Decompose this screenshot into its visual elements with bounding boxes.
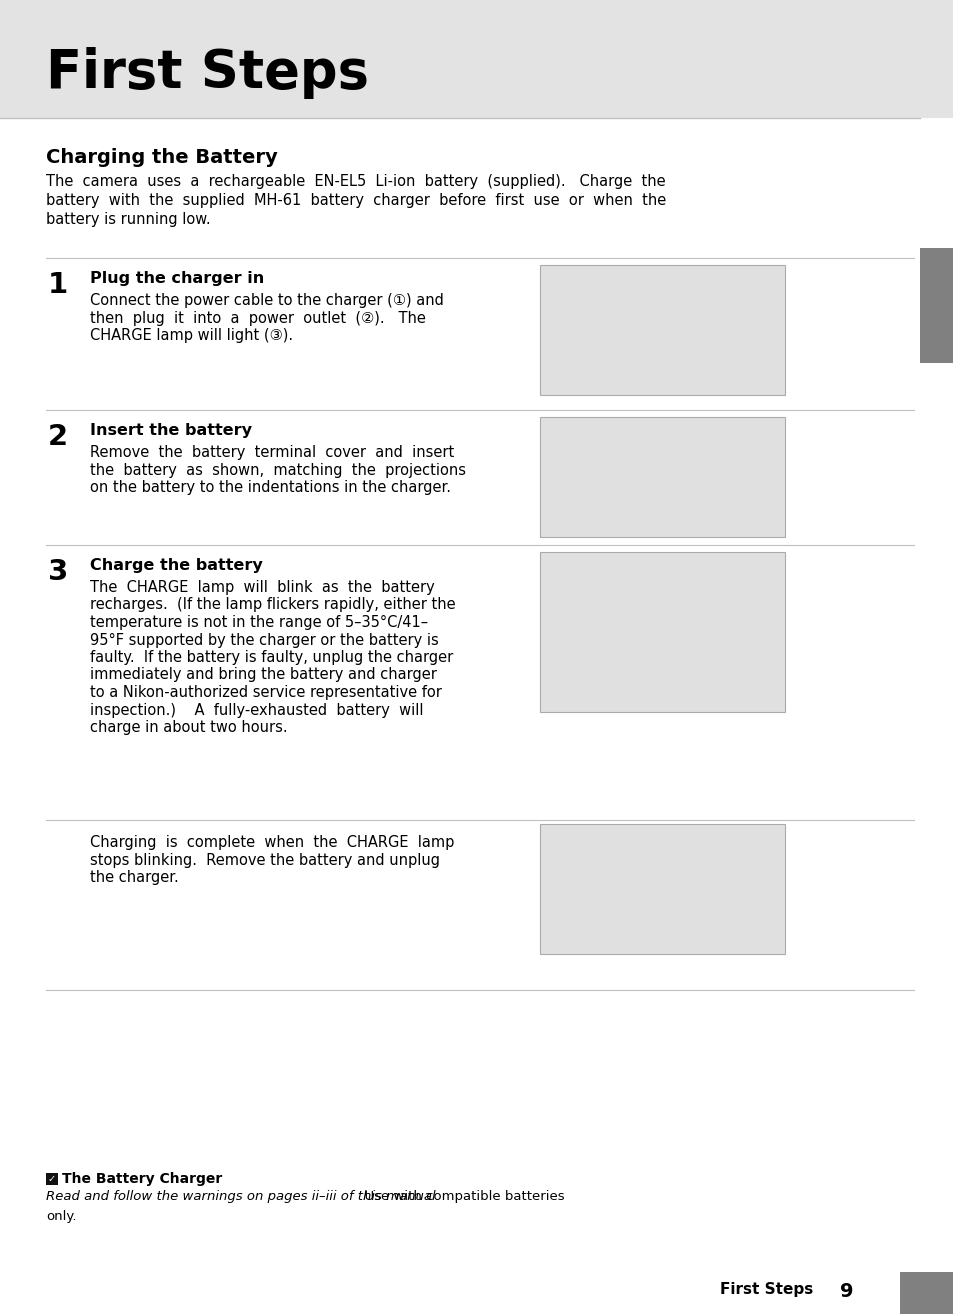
Text: temperature is not in the range of 5–35°C/41–: temperature is not in the range of 5–35°…: [90, 615, 428, 629]
Text: 2: 2: [48, 423, 68, 451]
Text: Use with compatible batteries: Use with compatible batteries: [355, 1190, 564, 1204]
Bar: [539, 265, 784, 396]
Text: stops blinking.  Remove the battery and unplug: stops blinking. Remove the battery and u…: [90, 853, 439, 867]
Text: ✓: ✓: [48, 1173, 56, 1184]
Text: immediately and bring the battery and charger: immediately and bring the battery and ch…: [90, 668, 436, 682]
Bar: [899, 1272, 953, 1314]
Text: charge in about two hours.: charge in about two hours.: [90, 720, 287, 735]
Text: Plug the charger in: Plug the charger in: [90, 271, 264, 286]
Bar: [539, 824, 784, 954]
Text: battery is running low.: battery is running low.: [46, 212, 211, 227]
Text: Insert the battery: Insert the battery: [90, 423, 252, 438]
Bar: [539, 417, 784, 537]
Text: on the battery to the indentations in the charger.: on the battery to the indentations in th…: [90, 480, 451, 495]
Text: only.: only.: [46, 1210, 76, 1223]
Text: Charging the Battery: Charging the Battery: [46, 148, 277, 167]
Text: CHARGE lamp will light (③).: CHARGE lamp will light (③).: [90, 328, 293, 343]
Bar: [46, 1173, 58, 1185]
Text: Connect the power cable to the charger (①) and: Connect the power cable to the charger (…: [90, 293, 443, 307]
Text: inspection.)    A  fully-exhausted  battery  will: inspection.) A fully-exhausted battery w…: [90, 703, 423, 717]
Text: Read and follow the warnings on pages ii–iii of this manual.: Read and follow the warnings on pages ii…: [46, 1190, 439, 1204]
Text: The  camera  uses  a  rechargeable  EN-EL5  Li-ion  battery  (supplied).   Charg: The camera uses a rechargeable EN-EL5 Li…: [46, 173, 665, 189]
Text: 3: 3: [48, 558, 69, 586]
Text: battery  with  the  supplied  MH-61  battery  charger  before  first  use  or  w: battery with the supplied MH-61 battery …: [46, 193, 665, 208]
Text: The Battery Charger: The Battery Charger: [62, 1172, 222, 1187]
Text: the  battery  as  shown,  matching  the  projections: the battery as shown, matching the proje…: [90, 463, 465, 477]
Text: to a Nikon-authorized service representative for: to a Nikon-authorized service representa…: [90, 685, 441, 700]
Text: First Steps: First Steps: [46, 47, 369, 99]
Text: 1: 1: [48, 271, 69, 300]
Bar: [539, 552, 784, 712]
Text: the charger.: the charger.: [90, 870, 178, 886]
Text: faulty.  If the battery is faulty, unplug the charger: faulty. If the battery is faulty, unplug…: [90, 650, 453, 665]
Text: The  CHARGE  lamp  will  blink  as  the  battery: The CHARGE lamp will blink as the batter…: [90, 579, 435, 595]
Text: then  plug  it  into  a  power  outlet  (②).   The: then plug it into a power outlet (②). Th…: [90, 310, 425, 326]
Text: recharges.  (If the lamp flickers rapidly, either the: recharges. (If the lamp flickers rapidly…: [90, 598, 456, 612]
Text: Remove  the  battery  terminal  cover  and  insert: Remove the battery terminal cover and in…: [90, 445, 454, 460]
Bar: [919, 248, 953, 363]
Text: 95°F supported by the charger or the battery is: 95°F supported by the charger or the bat…: [90, 632, 438, 648]
Text: Charge the battery: Charge the battery: [90, 558, 262, 573]
Text: First Steps: First Steps: [720, 1282, 812, 1297]
Text: 9: 9: [840, 1282, 853, 1301]
Bar: [0, 0, 953, 118]
Text: Charging  is  complete  when  the  CHARGE  lamp: Charging is complete when the CHARGE lam…: [90, 834, 454, 850]
